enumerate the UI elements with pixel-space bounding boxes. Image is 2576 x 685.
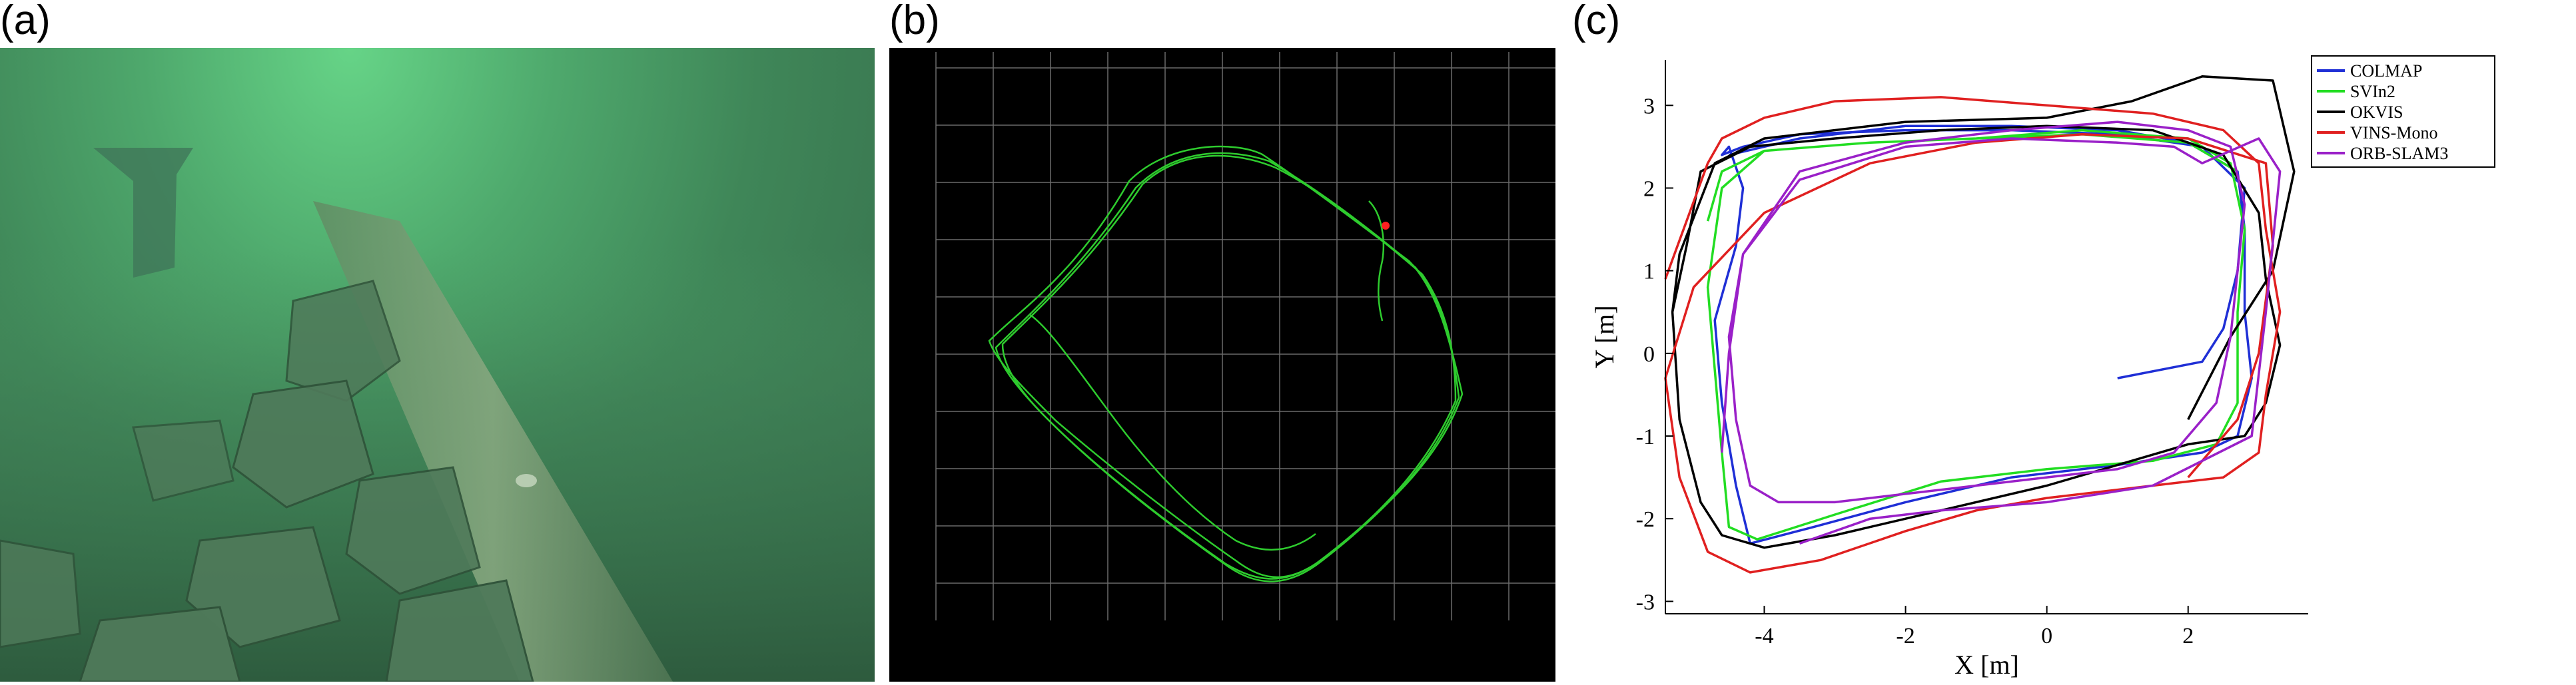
x-tick-label: -2: [1896, 624, 1915, 648]
legend-entry: ORB-SLAM3: [2350, 144, 2448, 163]
tracking-view: [889, 48, 1555, 682]
trajectory-loop: [995, 152, 1460, 582]
x-tick-label: 2: [2182, 624, 2194, 648]
tracking-view-svg: [935, 52, 1555, 620]
y-tick-label: -1: [1636, 425, 1655, 449]
y-tick-label: 2: [1643, 176, 1655, 201]
panel-c-label: (c): [1572, 0, 1621, 43]
series-line-svin2: [1706, 128, 2246, 541]
series-line-okvis: [1671, 75, 2296, 549]
x-axis-label: X [m]: [1954, 650, 2019, 680]
series-line-orb-slam3: [1721, 120, 2282, 545]
tracking-grid: [935, 52, 1555, 620]
pipe: [313, 201, 673, 682]
y-tick-label: -2: [1636, 507, 1655, 532]
distant-structure: [93, 148, 193, 278]
series-line-colmap: [1713, 124, 2253, 545]
trajectory-loop: [1001, 154, 1457, 580]
x-tick-label: -4: [1755, 624, 1773, 648]
y-axis-label: Y [m]: [1589, 305, 1619, 368]
trajectory-chart: -4 -2 0 2 -3 -2 -1 0 1 2 3 X [m] Y [m] COLMAP SVIn2…: [1572, 48, 2576, 682]
trajectory-loop: [988, 145, 1464, 578]
legend-entry: OKVIS: [2350, 103, 2403, 122]
y-tick-label: 0: [1643, 342, 1655, 367]
y-tick-label: 3: [1643, 94, 1655, 118]
trajectory-segment: [1029, 313, 1316, 551]
panel-b-label: (b): [889, 0, 940, 43]
x-tick-label: 0: [2041, 624, 2052, 648]
shell: [516, 474, 537, 487]
series-line-vins-mono: [1664, 96, 2282, 574]
underwater-photo: [0, 48, 875, 682]
trajectory-segment: [1368, 200, 1385, 322]
plot-lines: [1664, 75, 2296, 574]
underwater-photo-art: [0, 148, 875, 682]
legend-entry: VINS-Mono: [2350, 123, 2437, 142]
y-tick-label: 1: [1643, 260, 1655, 284]
rocks: [0, 280, 534, 682]
legend-entry: COLMAP: [2350, 61, 2422, 81]
legend-entry: SVIn2: [2350, 82, 2395, 101]
trajectory-chart-svg: -4 -2 0 2 -3 -2 -1 0 1 2 3 X [m] Y [m] COLMAPSVIn2…: [1589, 55, 2495, 680]
current-pose-marker: [1382, 222, 1390, 230]
y-tick-label: -3: [1636, 590, 1655, 614]
tracking-trajectory: [988, 145, 1464, 582]
panel-a-label: (a): [0, 0, 51, 43]
plot-axes: -4 -2 0 2 -3 -2 -1 0 1 2 3: [1636, 60, 2308, 648]
